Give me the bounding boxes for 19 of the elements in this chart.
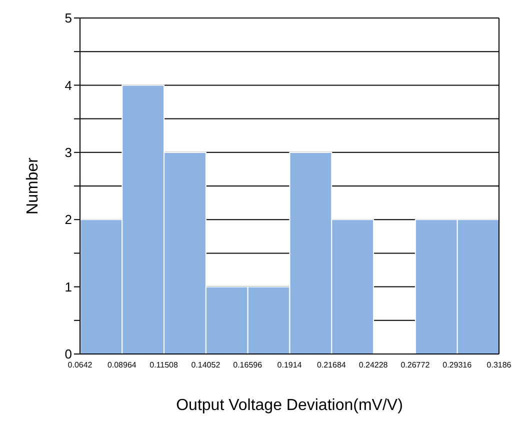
x-tick-label: 0.1914 <box>277 360 302 370</box>
x-tick-label: 0.29316 <box>442 360 472 370</box>
y-tick-label: 5 <box>64 10 72 26</box>
x-tick-label: 0.0642 <box>68 360 93 370</box>
x-tick-label: 0.11508 <box>150 360 179 370</box>
y-tick-label: 0 <box>64 346 72 362</box>
x-tick-label: 0.08964 <box>107 360 137 370</box>
x-tick-label: 0.21684 <box>316 360 346 370</box>
x-tick-label: 0.24228 <box>358 360 388 370</box>
x-tick-label: 0.3186 <box>486 360 512 370</box>
y-axis-title: Number <box>24 156 42 214</box>
x-tick-label: 0.26772 <box>400 360 430 370</box>
y-tick-label: 1 <box>64 279 72 294</box>
y-tick-label: 4 <box>64 78 72 93</box>
y-tick-label: 2 <box>64 212 72 228</box>
y-tick-label: 3 <box>64 145 72 160</box>
x-axis-title: Output Voltage Deviation(mV/V) <box>176 397 403 414</box>
x-tick-label: 0.14052 <box>191 360 221 370</box>
x-tick-label: 0.16596 <box>233 360 263 370</box>
